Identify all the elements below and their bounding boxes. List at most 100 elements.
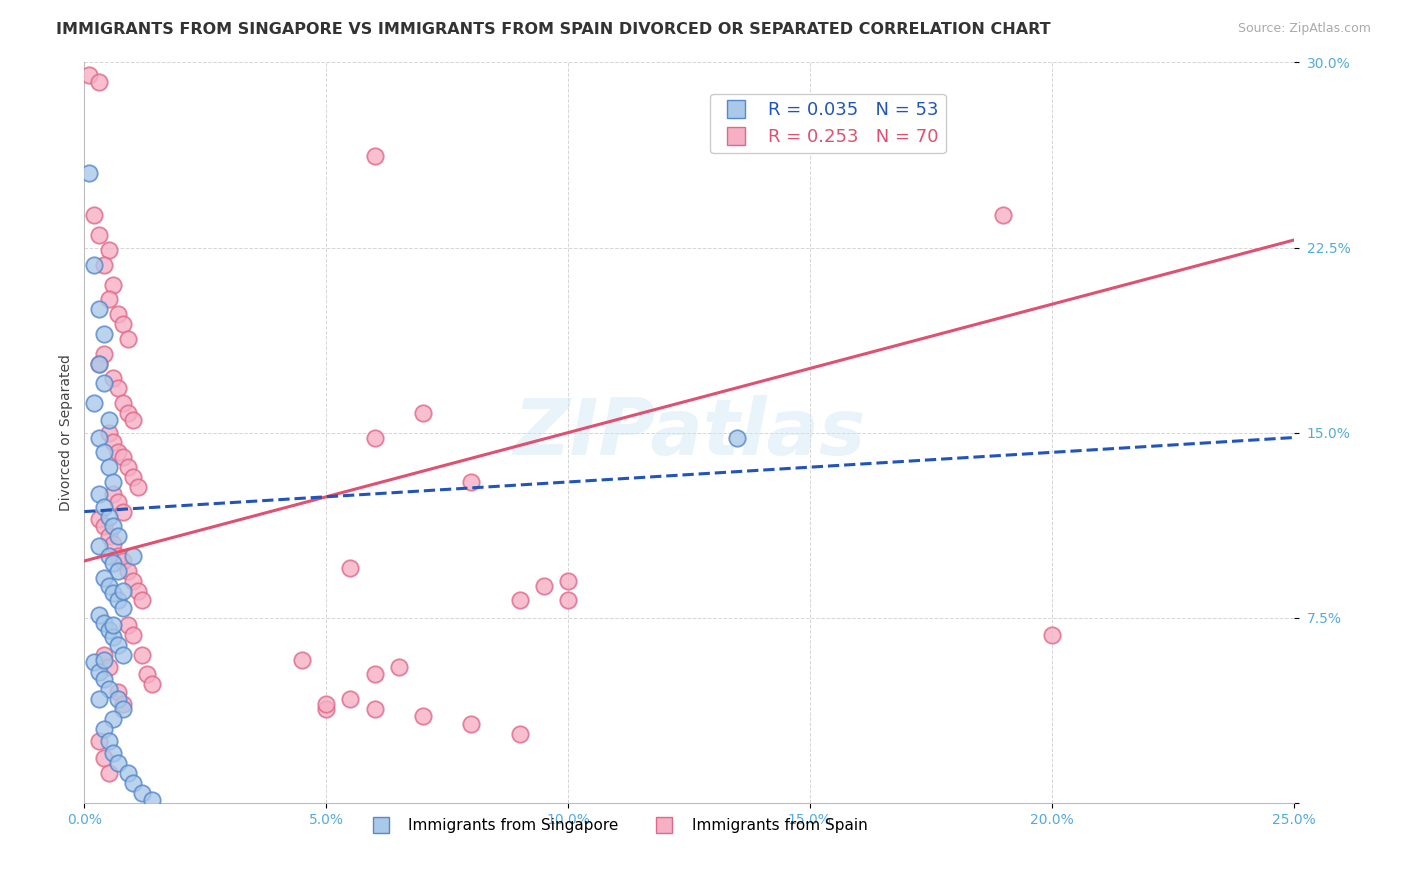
Point	[87, 734, 110, 748]
Point	[136, 667, 159, 681]
Point	[103, 371, 125, 385]
Point	[87, 357, 110, 371]
Point	[1040, 628, 1063, 642]
Point	[103, 487, 125, 501]
Point	[107, 494, 129, 508]
Point	[103, 435, 125, 450]
Point	[103, 586, 125, 600]
Point	[87, 512, 110, 526]
Point	[533, 579, 555, 593]
Point	[97, 243, 120, 257]
Point	[315, 697, 337, 711]
Point	[412, 709, 434, 723]
Point	[83, 209, 105, 223]
Point	[117, 618, 139, 632]
Point	[117, 332, 139, 346]
Point	[412, 406, 434, 420]
Point	[87, 608, 110, 623]
Point	[121, 574, 143, 588]
Point	[87, 692, 110, 706]
Point	[993, 209, 1015, 223]
Point	[112, 317, 135, 331]
Point	[83, 258, 105, 272]
Point	[93, 722, 115, 736]
Point	[460, 716, 482, 731]
Point	[93, 648, 115, 662]
Point	[107, 564, 129, 578]
Point	[103, 277, 125, 292]
Point	[93, 346, 115, 360]
Point	[87, 302, 110, 317]
Point	[77, 68, 100, 82]
Point	[93, 376, 115, 391]
Point	[93, 571, 115, 585]
Point	[557, 574, 579, 588]
Point	[83, 396, 105, 410]
Point	[117, 766, 139, 780]
Point	[725, 431, 748, 445]
Point	[121, 470, 143, 484]
Point	[107, 692, 129, 706]
Point	[93, 500, 115, 514]
Point	[97, 623, 120, 637]
Point	[97, 766, 120, 780]
Point	[117, 460, 139, 475]
Point	[388, 660, 411, 674]
Point	[97, 660, 120, 674]
Point	[339, 561, 361, 575]
Point	[291, 653, 314, 667]
Point	[121, 776, 143, 790]
Point	[107, 549, 129, 563]
Point	[131, 593, 153, 607]
Point	[141, 793, 163, 807]
Point	[121, 628, 143, 642]
Point	[103, 712, 125, 726]
Point	[117, 564, 139, 578]
Point	[103, 631, 125, 645]
Point	[97, 734, 120, 748]
Point	[107, 638, 129, 652]
Point	[107, 381, 129, 395]
Point	[87, 431, 110, 445]
Legend: Immigrants from Singapore, Immigrants from Spain: Immigrants from Singapore, Immigrants fr…	[359, 813, 873, 839]
Point	[97, 509, 120, 524]
Point	[131, 648, 153, 662]
Point	[315, 702, 337, 716]
Text: Source: ZipAtlas.com: Source: ZipAtlas.com	[1237, 22, 1371, 36]
Point	[112, 505, 135, 519]
Point	[93, 445, 115, 459]
Point	[83, 655, 105, 669]
Point	[339, 692, 361, 706]
Point	[87, 665, 110, 679]
Point	[121, 549, 143, 563]
Point	[103, 747, 125, 761]
Point	[97, 529, 120, 543]
Point	[107, 307, 129, 321]
Point	[557, 593, 579, 607]
Point	[509, 727, 531, 741]
Point	[117, 406, 139, 420]
Point	[87, 539, 110, 553]
Point	[131, 786, 153, 800]
Point	[87, 357, 110, 371]
Point	[103, 618, 125, 632]
Point	[93, 519, 115, 533]
Point	[363, 149, 385, 163]
Point	[107, 529, 129, 543]
Point	[97, 293, 120, 307]
Point	[97, 460, 120, 475]
Point	[112, 600, 135, 615]
Point	[112, 396, 135, 410]
Point	[93, 258, 115, 272]
Point	[112, 697, 135, 711]
Point	[112, 450, 135, 465]
Point	[103, 557, 125, 571]
Point	[141, 677, 163, 691]
Point	[107, 593, 129, 607]
Point	[112, 554, 135, 568]
Point	[93, 751, 115, 765]
Point	[97, 549, 120, 563]
Point	[509, 593, 531, 607]
Point	[460, 475, 482, 489]
Point	[87, 75, 110, 89]
